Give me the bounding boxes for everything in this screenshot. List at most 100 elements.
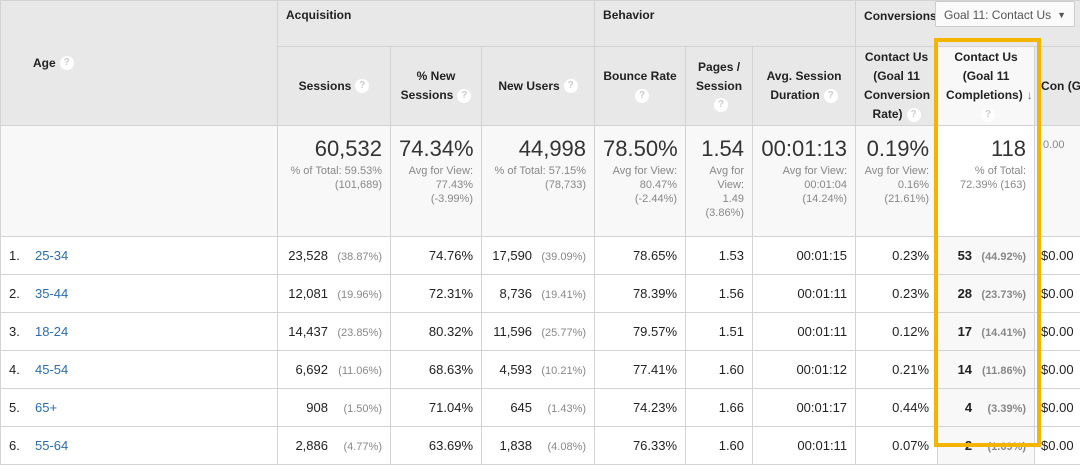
age-link[interactable]: 55-64 [35, 438, 68, 453]
help-icon[interactable]: ? [907, 108, 921, 122]
pages-session-cell: 1.66 [686, 389, 753, 427]
sessions-cell: 6,692(11.06%) [278, 351, 391, 389]
age-link[interactable]: 35-44 [35, 286, 68, 301]
column-header[interactable]: Con (Goal [1035, 47, 1080, 126]
new-sessions-cell: 80.32% [391, 313, 482, 351]
help-icon[interactable]: ? [714, 98, 728, 112]
total-cell: 60,532% of Total: 59.53% (101,689) [278, 126, 391, 237]
age-cell: 2.35-44 [1, 275, 278, 313]
table-row: 6.55-64 2,886(4.77%) 63.69% 1,838(4.08%)… [1, 427, 1080, 465]
new-sessions-cell: 71.04% [391, 389, 482, 427]
new-sessions-cell: 72.31% [391, 275, 482, 313]
age-link[interactable]: 25-34 [35, 248, 68, 263]
new-users-cell: 4,593(10.21%) [482, 351, 595, 389]
age-cell: 4.45-54 [1, 351, 278, 389]
column-header[interactable]: Contact Us (Goal 11 Conversion Rate)? [856, 47, 938, 126]
total-value: 44,998 [490, 136, 586, 162]
column-header[interactable]: New Users? [482, 47, 595, 126]
total-sub: Avg for View: 80.47% (-2.44%) [603, 164, 677, 206]
column-header[interactable]: % New Sessions? [391, 47, 482, 126]
goal-value-cell: $0.00 [1035, 275, 1080, 313]
completions-cell: 28(23.73%) [938, 275, 1035, 313]
total-sub: Avg for View: 1.49 (3.86%) [694, 164, 744, 220]
total-value: 118 [946, 136, 1026, 162]
pages-session-cell: 1.60 [686, 351, 753, 389]
age-cell: 6.55-64 [1, 427, 278, 465]
help-icon[interactable]: ? [635, 89, 649, 103]
table-row: 1.25-34 23,528(38.87%) 74.76% 17,590(39.… [1, 237, 1080, 275]
column-header[interactable]: Contact Us (Goal 11 Completions)↓? [938, 47, 1035, 126]
bounce-rate-cell: 77.41% [595, 351, 686, 389]
column-header[interactable]: Pages / Session? [686, 47, 753, 126]
total-value: 60,532 [286, 136, 382, 162]
bounce-rate-cell: 74.23% [595, 389, 686, 427]
conversion-rate-cell: 0.12% [856, 313, 938, 351]
new-sessions-cell: 74.76% [391, 237, 482, 275]
table-row: 5.65+ 908(1.50%) 71.04% 645(1.43%) 74.23… [1, 389, 1080, 427]
acquisition-group: Acquisition [278, 1, 595, 47]
help-icon[interactable]: ? [824, 89, 838, 103]
sessions-cell: 12,081(19.96%) [278, 275, 391, 313]
new-users-cell: 17,590(39.09%) [482, 237, 595, 275]
total-sub: Avg for View: 00:01:04 (14.24%) [761, 164, 847, 206]
age-link[interactable]: 18-24 [35, 324, 68, 339]
duration-cell: 00:01:12 [753, 351, 856, 389]
total-value: 00:01:13 [761, 136, 847, 162]
sort-arrow-icon[interactable]: ↓ [1027, 88, 1033, 102]
sessions-cell: 14,437(23.85%) [278, 313, 391, 351]
dropdown-arrow-icon: ▼ [1057, 2, 1066, 28]
help-icon[interactable]: ? [564, 79, 578, 93]
completions-cell: 14(11.86%) [938, 351, 1035, 389]
goal-select[interactable]: Goal 11: Contact Us▼ [935, 1, 1075, 27]
help-icon[interactable]: ? [457, 89, 471, 103]
column-header[interactable]: Avg. Session Duration? [753, 47, 856, 126]
table-row: 4.45-54 6,692(11.06%) 68.63% 4,593(10.21… [1, 351, 1080, 389]
bounce-rate-cell: 76.33% [595, 427, 686, 465]
duration-cell: 00:01:11 [753, 313, 856, 351]
conversion-rate-cell: 0.23% [856, 237, 938, 275]
help-icon[interactable]: ? [60, 56, 74, 70]
column-header[interactable]: Bounce Rate? [595, 47, 686, 126]
pages-session-cell: 1.60 [686, 427, 753, 465]
completions-cell: 2(1.69%) [938, 427, 1035, 465]
conversion-rate-cell: 0.23% [856, 275, 938, 313]
sessions-cell: 23,528(38.87%) [278, 237, 391, 275]
total-value: 0.19% [864, 136, 929, 162]
help-icon[interactable]: ? [355, 79, 369, 93]
duration-cell: 00:01:11 [753, 275, 856, 313]
totals-row: 60,532% of Total: 59.53% (101,689)74.34%… [1, 126, 1080, 237]
age-header[interactable]: Age? [1, 1, 278, 126]
age-cell: 1.25-34 [1, 237, 278, 275]
conversion-rate-cell: 0.07% [856, 427, 938, 465]
new-users-cell: 1,838(4.08%) [482, 427, 595, 465]
help-icon[interactable]: ? [981, 108, 995, 122]
total-value: 1.54 [694, 136, 744, 162]
column-header[interactable]: Sessions? [278, 47, 391, 126]
total-cell: 74.34%Avg for View: 77.43% (-3.99%) [391, 126, 482, 237]
age-link[interactable]: 45-54 [35, 362, 68, 377]
completions-cell: 17(14.41%) [938, 313, 1035, 351]
total-sub: % of Total: 59.53% (101,689) [286, 164, 382, 192]
bounce-rate-cell: 79.57% [595, 313, 686, 351]
conversion-rate-cell: 0.21% [856, 351, 938, 389]
total-cell: 0.00 [1035, 126, 1080, 237]
table-row: 3.18-24 14,437(23.85%) 80.32% 11,596(25.… [1, 313, 1080, 351]
new-users-cell: 645(1.43%) [482, 389, 595, 427]
age-link[interactable]: 65+ [35, 400, 57, 415]
pages-session-cell: 1.56 [686, 275, 753, 313]
duration-cell: 00:01:17 [753, 389, 856, 427]
conversion-rate-cell: 0.44% [856, 389, 938, 427]
sessions-cell: 908(1.50%) [278, 389, 391, 427]
goal-value-cell: $0.00 [1035, 237, 1080, 275]
bounce-rate-cell: 78.65% [595, 237, 686, 275]
total-value: 74.34% [399, 136, 473, 162]
completions-cell: 53(44.92%) [938, 237, 1035, 275]
goal-value-cell: $0.00 [1035, 389, 1080, 427]
age-cell: 3.18-24 [1, 313, 278, 351]
duration-cell: 00:01:15 [753, 237, 856, 275]
total-cell: 0.19%Avg for View: 0.16% (21.61%) [856, 126, 938, 237]
pages-session-cell: 1.53 [686, 237, 753, 275]
age-cell: 5.65+ [1, 389, 278, 427]
